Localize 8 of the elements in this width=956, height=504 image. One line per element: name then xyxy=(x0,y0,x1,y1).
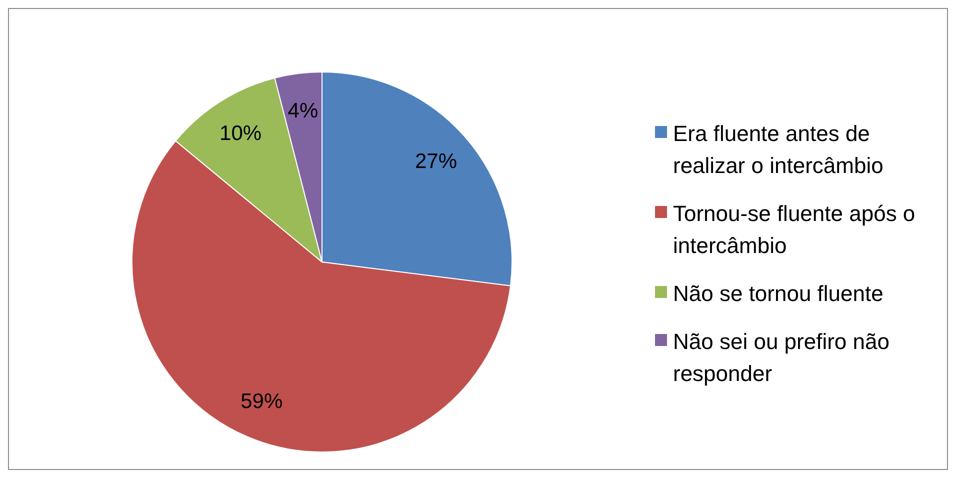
legend-label: Era fluente antes de realizar o intercâmbio xyxy=(673,120,884,178)
data-label: 4% xyxy=(288,100,318,123)
data-label: 59% xyxy=(240,390,283,413)
legend-label: Não se tornou fluente xyxy=(673,280,884,306)
data-label: 27% xyxy=(415,150,458,173)
legend-label: Não sei ou prefiro não responder xyxy=(673,328,890,386)
data-label: 10% xyxy=(220,122,262,146)
legend-label: Tornou-se fluente após o intercâmbio xyxy=(673,200,916,258)
